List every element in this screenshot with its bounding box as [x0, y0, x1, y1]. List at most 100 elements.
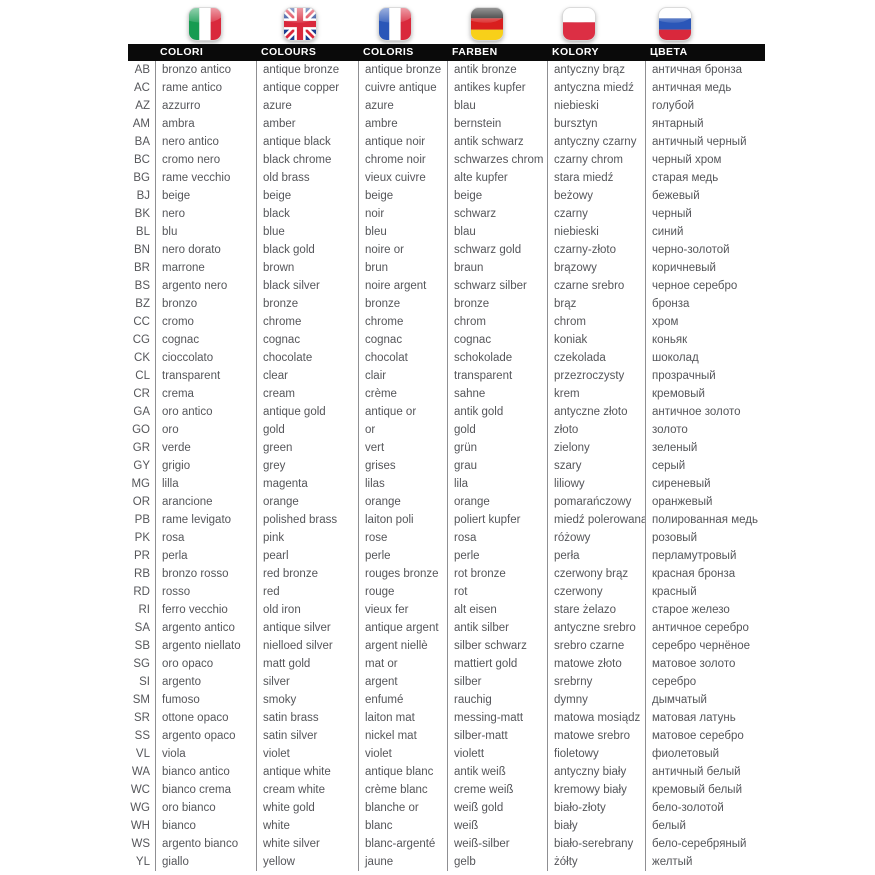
table-row: BC cromo nero black chrome chrome noir s…: [128, 151, 765, 169]
german-name-cell: chrom: [447, 313, 547, 331]
english-name-cell: blue: [256, 223, 358, 241]
german-name-cell: rauchig: [447, 691, 547, 709]
russian-name-cell: зеленый: [645, 439, 765, 457]
column-header-english: COLOURS: [261, 46, 317, 58]
table-row: SM fumoso smoky enfumé rauchig dymny дым…: [128, 691, 765, 709]
italian-name-cell: transparent: [155, 367, 256, 385]
polish-name-cell: matowa mosiądz: [547, 709, 645, 727]
german-name-cell: schwarzes chrom: [447, 151, 547, 169]
german-name-cell: antikes kupfer: [447, 79, 547, 97]
german-name-cell: antik schwarz: [447, 133, 547, 151]
table-header: COLORI COLOURS COLORIS FARBEN KOLORY ЦВЕ…: [128, 44, 765, 61]
table-row: AB bronzo antico antique bronze antique …: [128, 61, 765, 79]
french-name-cell: antique bronze: [358, 61, 447, 79]
polish-name-cell: dymny: [547, 691, 645, 709]
germany-flag-icon: [470, 7, 504, 41]
russian-name-cell: античное золото: [645, 403, 765, 421]
italian-name-cell: bronzo rosso: [155, 565, 256, 583]
color-code-cell: CK: [134, 352, 150, 364]
russian-name-cell: старое железо: [645, 601, 765, 619]
russian-name-cell: кремовый: [645, 385, 765, 403]
polish-name-cell: antyczna miedź: [547, 79, 645, 97]
table-row: BS argento nero black silver noire argen…: [128, 277, 765, 295]
italian-name-cell: rosa: [155, 529, 256, 547]
table-row: CK cioccolato chocolate chocolat schokol…: [128, 349, 765, 367]
table-row: AM ambra amber ambre bernstein bursztyn …: [128, 115, 765, 133]
russian-name-cell: шоколад: [645, 349, 765, 367]
table-row: VL viola violet violet violett fioletowy…: [128, 745, 765, 763]
italian-name-cell: nero dorato: [155, 241, 256, 259]
color-code-cell: PB: [134, 514, 150, 526]
russian-name-cell: белый: [645, 817, 765, 835]
russian-name-cell: матовая латунь: [645, 709, 765, 727]
italian-name-cell: oro bianco: [155, 799, 256, 817]
german-name-cell: rot: [447, 583, 547, 601]
french-name-cell: bronze: [358, 295, 447, 313]
german-name-cell: antik gold: [447, 403, 547, 421]
english-name-cell: cream white: [256, 781, 358, 799]
table-row: BG rame vecchio old brass vieux cuivre a…: [128, 169, 765, 187]
table-row: BN nero dorato black gold noire or schwa…: [128, 241, 765, 259]
english-name-cell: magenta: [256, 475, 358, 493]
table-row: CG cognac cognac cognac cognac koniak ко…: [128, 331, 765, 349]
russian-name-cell: античный белый: [645, 763, 765, 781]
french-name-cell: argent niellè: [358, 637, 447, 655]
polish-name-cell: biało-serebrany: [547, 835, 645, 853]
russian-name-cell: серебро чернёное: [645, 637, 765, 655]
table-row: CC cromo chrome chrome chrom chrom хром: [128, 313, 765, 331]
color-table-body: AB bronzo antico antique bronze antique …: [128, 61, 765, 871]
russian-name-cell: коричневый: [645, 259, 765, 277]
polish-name-cell: stara miedź: [547, 169, 645, 187]
color-code-cell: YL: [135, 856, 150, 868]
russia-flag-icon: [658, 7, 692, 41]
russian-name-cell: старая медь: [645, 169, 765, 187]
russian-name-cell: дымчатый: [645, 691, 765, 709]
russian-name-cell: сиреневый: [645, 475, 765, 493]
polish-name-cell: czekolada: [547, 349, 645, 367]
italian-name-cell: argento niellato: [155, 637, 256, 655]
french-name-cell: rose: [358, 529, 447, 547]
italian-name-cell: cromo nero: [155, 151, 256, 169]
english-name-cell: green: [256, 439, 358, 457]
polish-name-cell: czerwony brąz: [547, 565, 645, 583]
french-name-cell: chrome noir: [358, 151, 447, 169]
french-name-cell: enfumé: [358, 691, 447, 709]
german-name-cell: alt eisen: [447, 601, 547, 619]
italian-name-cell: azzurro: [155, 97, 256, 115]
french-name-cell: ambre: [358, 115, 447, 133]
french-name-cell: vieux fer: [358, 601, 447, 619]
french-name-cell: perle: [358, 547, 447, 565]
color-code-cell: MG: [131, 478, 150, 490]
german-name-cell: rot bronze: [447, 565, 547, 583]
color-code-cell: CG: [132, 334, 150, 346]
english-name-cell: grey: [256, 457, 358, 475]
french-name-cell: violet: [358, 745, 447, 763]
united-kingdom-flag-icon: [283, 7, 317, 41]
french-name-cell: beige: [358, 187, 447, 205]
german-name-cell: bronze: [447, 295, 547, 313]
polish-name-cell: niebieski: [547, 97, 645, 115]
color-code-cell: RB: [134, 568, 150, 580]
table-row: AZ azzurro azure azure blau niebieski го…: [128, 97, 765, 115]
polish-name-cell: czarne srebro: [547, 277, 645, 295]
table-row: SA argento antico antique silver antique…: [128, 619, 765, 637]
polish-name-cell: zielony: [547, 439, 645, 457]
french-name-cell: brun: [358, 259, 447, 277]
italian-name-cell: bronzo: [155, 295, 256, 313]
polish-name-cell: antyczny czarny: [547, 133, 645, 151]
german-name-cell: mattiert gold: [447, 655, 547, 673]
french-name-cell: cuivre antique: [358, 79, 447, 97]
polish-name-cell: czerwony: [547, 583, 645, 601]
german-name-cell: gold: [447, 421, 547, 439]
russian-name-cell: черное серебро: [645, 277, 765, 295]
polish-name-cell: brąz: [547, 295, 645, 313]
italian-name-cell: ferro vecchio: [155, 601, 256, 619]
polish-name-cell: niebieski: [547, 223, 645, 241]
german-name-cell: messing-matt: [447, 709, 547, 727]
polish-name-cell: koniak: [547, 331, 645, 349]
italian-name-cell: lilla: [155, 475, 256, 493]
table-row: AC rame antico antique copper cuivre ant…: [128, 79, 765, 97]
color-code-cell: GY: [133, 460, 150, 472]
russian-name-cell: оранжевый: [645, 493, 765, 511]
table-row: BL blu blue bleu blau niebieski синий: [128, 223, 765, 241]
